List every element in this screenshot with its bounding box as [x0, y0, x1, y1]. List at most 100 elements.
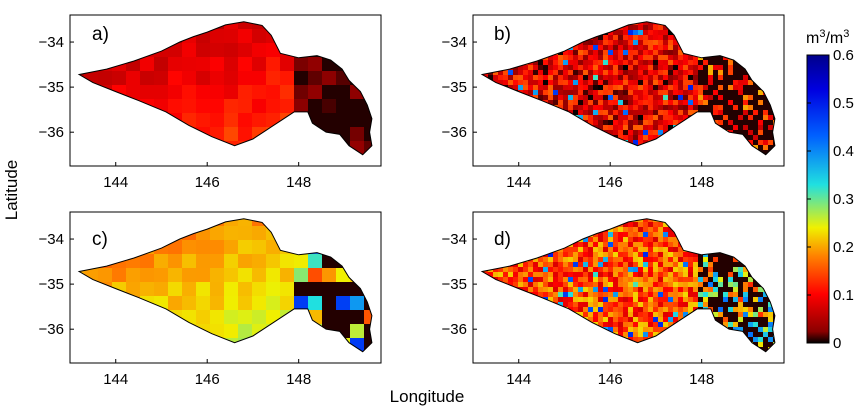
map-cell	[98, 127, 112, 141]
map-cell	[663, 302, 668, 307]
map-cell	[553, 160, 558, 165]
map-cell	[224, 218, 238, 226]
map-cell	[743, 292, 748, 297]
map-cell	[643, 307, 648, 312]
map-cell	[588, 85, 593, 90]
map-cell	[518, 227, 523, 232]
map-cell	[773, 115, 775, 120]
map-cell	[513, 125, 518, 130]
map-cell	[563, 60, 568, 65]
map-cell	[613, 65, 618, 70]
map-cell	[196, 296, 210, 310]
map-cell	[126, 71, 140, 85]
x-tick-label: 144	[506, 371, 531, 388]
map-cell	[668, 55, 673, 60]
map-cell	[663, 75, 668, 80]
map-cell	[718, 337, 723, 342]
map-cell	[533, 332, 538, 337]
map-cell	[743, 35, 748, 40]
map-cell	[538, 342, 543, 347]
map-cell	[663, 40, 668, 45]
map-cell	[294, 43, 308, 57]
map-cell	[628, 160, 633, 165]
map-cell	[498, 95, 503, 100]
map-cell	[733, 55, 738, 60]
map-cell	[533, 105, 538, 110]
map-cell	[473, 297, 478, 302]
map-cell	[168, 99, 182, 113]
map-cell	[633, 55, 638, 60]
map-cell	[658, 115, 663, 120]
map-cell	[613, 21, 618, 25]
map-cell	[503, 302, 508, 307]
map-cell	[693, 322, 698, 327]
map-cell	[518, 327, 523, 332]
map-cell	[518, 282, 523, 287]
map-cell	[728, 90, 733, 95]
map-cell	[583, 40, 588, 45]
map-cell	[663, 145, 668, 150]
map-cell	[728, 227, 733, 232]
map-cell	[140, 57, 154, 71]
map-cell	[523, 75, 528, 80]
map-cell	[523, 337, 528, 342]
map-cell	[708, 357, 713, 362]
map-cell	[703, 65, 708, 70]
map-cell	[593, 110, 598, 115]
y-tick-label: −34	[39, 34, 64, 51]
map-cell	[210, 141, 224, 155]
map-cell	[523, 155, 528, 160]
map-cell	[668, 135, 673, 140]
map-cell	[503, 272, 508, 277]
map-cell	[578, 50, 583, 55]
map-cell	[698, 357, 703, 362]
map-cell	[738, 135, 743, 140]
map-cell	[773, 232, 775, 237]
map-cell	[653, 75, 658, 80]
map-cell	[738, 342, 743, 347]
map-cell	[668, 145, 673, 150]
map-cell	[493, 85, 498, 90]
map-cell	[718, 342, 723, 347]
map-cell	[483, 85, 488, 90]
map-cell	[638, 55, 643, 60]
map-cell	[573, 160, 578, 165]
map-cell	[763, 272, 768, 277]
map-cell	[628, 327, 633, 332]
map-cell	[238, 155, 252, 169]
map-cell	[613, 297, 618, 302]
map-cell	[653, 307, 658, 312]
map-cell	[753, 262, 758, 267]
map-cell	[758, 257, 763, 262]
panel-d-axes: 144 146 148−34−35−36	[442, 231, 715, 388]
map-cell	[648, 257, 653, 262]
map-cell	[538, 65, 543, 70]
map-cell	[588, 80, 593, 85]
map-cell	[112, 218, 126, 226]
map-cell	[224, 268, 238, 282]
map-cell	[493, 357, 498, 362]
map-cell	[608, 95, 613, 100]
map-cell	[693, 21, 698, 25]
map-cell	[613, 337, 618, 342]
map-cell	[523, 40, 528, 45]
map-cell	[643, 267, 648, 272]
colorbar: m3/m3 0.60.50.40.30.20.10	[806, 28, 854, 352]
map-cell	[528, 347, 533, 352]
map-cell	[238, 127, 252, 141]
map-cell	[683, 352, 688, 357]
map-cell	[768, 302, 773, 307]
map-cell	[588, 242, 593, 247]
map-cell	[718, 347, 723, 352]
map-cell	[738, 237, 743, 242]
map-cell	[538, 277, 543, 282]
map-cell	[538, 155, 543, 160]
map-cell	[493, 90, 498, 95]
map-cell	[678, 95, 683, 100]
map-cell	[488, 95, 493, 100]
map-cell	[763, 35, 768, 40]
map-cell	[364, 324, 372, 338]
map-cell	[618, 100, 623, 105]
map-cell	[308, 296, 322, 310]
map-cell	[154, 324, 168, 338]
